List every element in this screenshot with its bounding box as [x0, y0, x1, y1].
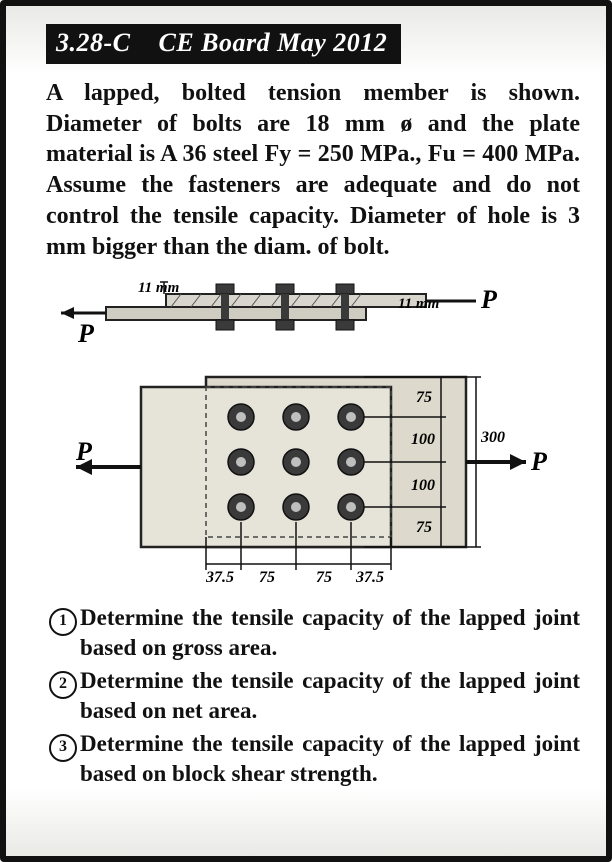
svg-text:P: P: [77, 319, 95, 348]
question-3: 3 Determine the tensile capacity of the …: [46, 729, 580, 788]
svg-text:100: 100: [411, 431, 435, 448]
svg-text:P: P: [75, 437, 93, 466]
q2-num-icon: 2: [49, 671, 77, 699]
problem-header: 3.28-C CE Board May 2012: [46, 24, 401, 64]
h-dim-labels: 37.5 75 75 37.5: [205, 569, 384, 586]
q3-num-icon: 3: [49, 734, 77, 762]
bolt-group: [228, 404, 364, 520]
q1-num-icon: 1: [49, 608, 77, 636]
board-exam: CE Board May 2012: [159, 28, 388, 57]
plan-force-left: P: [75, 437, 141, 475]
diagram-area: 11 mm 11 mm P P: [46, 272, 580, 597]
question-1: 1 Determine the tensile capacity of the …: [46, 603, 580, 662]
diagram-svg: 11 mm 11 mm P P: [46, 272, 566, 592]
q2-text: Determine the tensile capacity of the la…: [80, 666, 580, 725]
side-view: 11 mm 11 mm P P: [61, 280, 498, 348]
plan-view: P P 37.5 75: [75, 377, 548, 586]
svg-text:37.5: 37.5: [355, 569, 384, 586]
svg-text:75: 75: [416, 519, 432, 536]
problem-code: 3.28-C: [56, 28, 131, 57]
bottom-thickness-label: 11 mm: [398, 296, 439, 312]
svg-text:300: 300: [480, 429, 505, 446]
questions-block: 1 Determine the tensile capacity of the …: [46, 603, 580, 788]
svg-text:75: 75: [259, 569, 275, 586]
side-force-left: P: [61, 307, 106, 348]
problem-statement: A lapped, bolted tension member is shown…: [46, 78, 580, 262]
svg-text:75: 75: [416, 389, 432, 406]
svg-text:P: P: [530, 447, 548, 476]
q1-text: Determine the tensile capacity of the la…: [80, 603, 580, 662]
plan-force-right: P: [466, 447, 548, 476]
svg-text:100: 100: [411, 477, 435, 494]
q3-text: Determine the tensile capacity of the la…: [80, 729, 580, 788]
svg-text:75: 75: [316, 569, 332, 586]
svg-text:P: P: [480, 285, 498, 314]
top-thickness-label: 11 mm: [138, 280, 179, 296]
svg-text:37.5: 37.5: [205, 569, 234, 586]
problem-page: 3.28-C CE Board May 2012 A lapped, bolte…: [0, 0, 612, 862]
question-2: 2 Determine the tensile capacity of the …: [46, 666, 580, 725]
